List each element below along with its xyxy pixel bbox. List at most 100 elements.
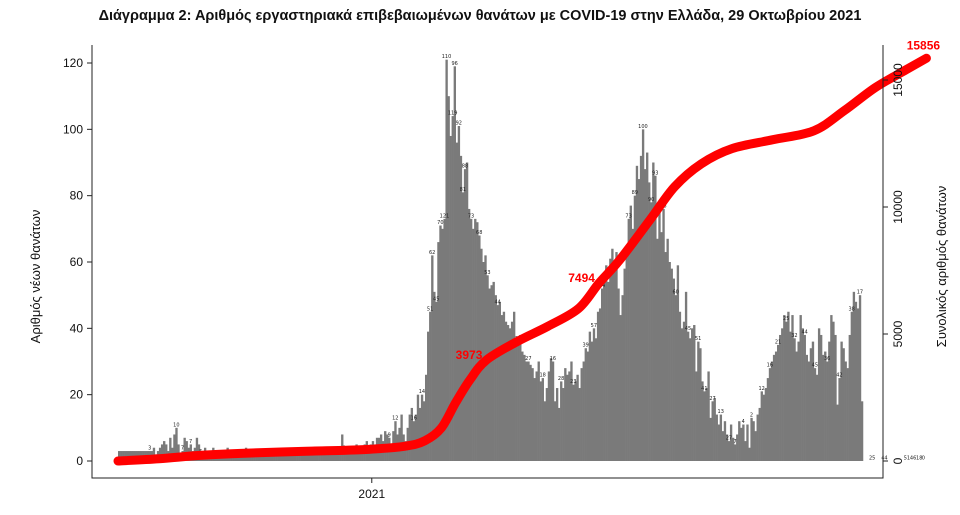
bar [418, 407, 422, 461]
bar-value-label: 73 [468, 213, 474, 219]
bar-value-label: 44 [494, 300, 500, 306]
bar-value-label: 60 [673, 290, 679, 296]
bar [318, 454, 321, 461]
bar [302, 454, 305, 461]
bar-value-label: 42 [836, 373, 842, 379]
bar [433, 291, 436, 461]
bar [330, 451, 334, 461]
bar [490, 285, 493, 461]
bar [729, 424, 733, 461]
bar-value-label: 7 [733, 439, 736, 445]
bar [160, 444, 164, 461]
bar [752, 421, 755, 461]
bar [414, 414, 418, 461]
bar [332, 451, 336, 461]
bar [660, 232, 663, 461]
bar [496, 305, 499, 461]
y-tick-label: 60 [70, 255, 84, 269]
bar-value-label: 12 [392, 416, 398, 422]
bar [858, 295, 862, 461]
bars-layer [118, 59, 864, 462]
bar [500, 315, 504, 461]
y2-tick-label: 0 [891, 457, 905, 464]
bar [598, 308, 602, 461]
bar [410, 407, 414, 461]
bar [316, 451, 319, 461]
bar [279, 454, 283, 461]
bar [541, 378, 544, 461]
bar [770, 361, 774, 461]
bar [576, 374, 579, 461]
bar [486, 275, 489, 461]
bar [830, 315, 833, 461]
bar [287, 454, 291, 461]
bar-value-label: 51 [427, 306, 433, 312]
bar [173, 434, 176, 461]
bar [441, 228, 444, 461]
bar [848, 334, 851, 461]
bar [480, 248, 483, 461]
bar [476, 222, 479, 461]
bar-value-label: 27 [709, 396, 715, 402]
bar [613, 271, 616, 461]
bar [533, 378, 536, 461]
bar [619, 315, 622, 461]
bar-value-label: 70 [437, 220, 443, 226]
bar [607, 281, 610, 461]
bar [474, 218, 477, 461]
bar-value-label: 100 [638, 124, 648, 130]
bar [742, 424, 745, 461]
bar [508, 328, 512, 461]
bar-value-label: 28 [558, 376, 564, 382]
chart-title: Διάγραμμα 2: Αριθμός εργαστηριακά επιβεβ… [98, 8, 862, 24]
bar [424, 374, 428, 461]
bar [666, 238, 669, 461]
cumulative-annotation: 7494 [568, 271, 595, 285]
bar [492, 281, 495, 461]
bar [652, 162, 655, 461]
bar [633, 195, 637, 462]
bar [750, 417, 753, 461]
bar-value-label: 3 [148, 446, 151, 452]
bar [347, 451, 350, 461]
bar [547, 371, 551, 461]
bar [326, 451, 330, 461]
cumulative-annotation: 3973 [456, 348, 483, 362]
bar [459, 155, 463, 461]
bar [695, 371, 698, 461]
bar [118, 451, 121, 461]
bar [842, 348, 845, 461]
bar [662, 208, 665, 461]
bar [783, 315, 786, 461]
bar-value-label: 16 [411, 416, 417, 422]
bar [809, 348, 813, 461]
bar [506, 325, 510, 461]
bar-value-label: 68 [476, 230, 482, 236]
bar-value-label: 18 [539, 373, 545, 379]
bar [615, 252, 618, 461]
bar [719, 414, 723, 461]
bar [457, 126, 461, 462]
bar [246, 454, 250, 461]
bar-value-label: 9 [388, 432, 391, 438]
bar [439, 225, 442, 461]
bar [566, 374, 569, 461]
bar [611, 248, 614, 461]
bar [169, 437, 172, 461]
bar-value-label: 89 [632, 190, 638, 196]
bar [361, 447, 364, 461]
bar [248, 454, 252, 461]
axes-layer: 0204060801001200500010000150002021Αριθμό… [28, 45, 949, 501]
bar [826, 361, 829, 461]
bar [472, 228, 475, 461]
bar-value-label: 2 [750, 412, 753, 418]
bar [813, 368, 817, 461]
bar [596, 311, 600, 461]
bar [394, 421, 397, 461]
bar [568, 371, 571, 461]
bar [320, 451, 323, 461]
bar-value-label: 18 [916, 456, 922, 462]
bar [537, 361, 540, 461]
bar [672, 278, 675, 461]
bar [390, 444, 393, 461]
